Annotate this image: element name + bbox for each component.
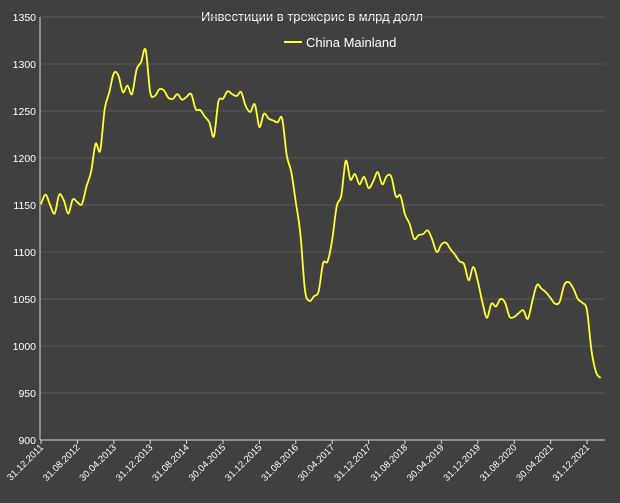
y-tick-label: 1250 <box>13 106 37 118</box>
legend-label: China Mainland <box>306 35 396 50</box>
x-tick-label: 31.12.2017 <box>332 442 373 483</box>
y-tick-label: 1050 <box>13 294 37 306</box>
x-tick-label: 31.12.2015 <box>223 442 264 483</box>
y-tick-label: 1300 <box>13 59 37 71</box>
x-tick-label: 31.08.2018 <box>369 442 410 483</box>
x-tick-label: 30.04.2021 <box>514 442 555 483</box>
y-tick-label: 950 <box>18 388 36 400</box>
y-tick-label: 1000 <box>13 341 37 353</box>
x-tick-label: 31.08.2012 <box>41 442 82 483</box>
series-layer <box>40 47 602 379</box>
x-tick-label: 30.04.2013 <box>78 442 119 483</box>
series-line-china-mainland <box>40 47 602 379</box>
x-tick-label: 31.12.2011 <box>5 442 46 483</box>
x-axis: 31.12.201131.08.201230.04.201331.12.2013… <box>5 439 605 484</box>
y-tick-label: 900 <box>18 435 36 447</box>
x-tick-label: 31.12.2019 <box>442 442 483 483</box>
y-tick-label: 1150 <box>13 200 36 212</box>
grid-lines <box>40 16 605 394</box>
y-tick-label: 1100 <box>13 247 36 259</box>
y-tick-label: 1350 <box>13 12 37 24</box>
x-tick-label: 31.08.2016 <box>260 442 301 483</box>
x-tick-label: 31.12.2021 <box>551 442 592 483</box>
x-tick-label: 30.04.2015 <box>187 442 228 483</box>
x-tick-label: 30.04.2017 <box>296 442 337 483</box>
legend: China Mainland <box>284 35 396 50</box>
y-axis: 900 950 1000 1050 1100 1150 1200 1250 1300 1350 <box>13 12 41 447</box>
x-tick-label: 31.08.2014 <box>150 442 191 483</box>
x-tick-label: 30.04.2019 <box>405 442 446 483</box>
x-tick-label: 31.12.2013 <box>114 442 155 483</box>
x-tick-label: 31.08.2020 <box>478 442 519 483</box>
y-tick-label: 1200 <box>13 153 37 165</box>
